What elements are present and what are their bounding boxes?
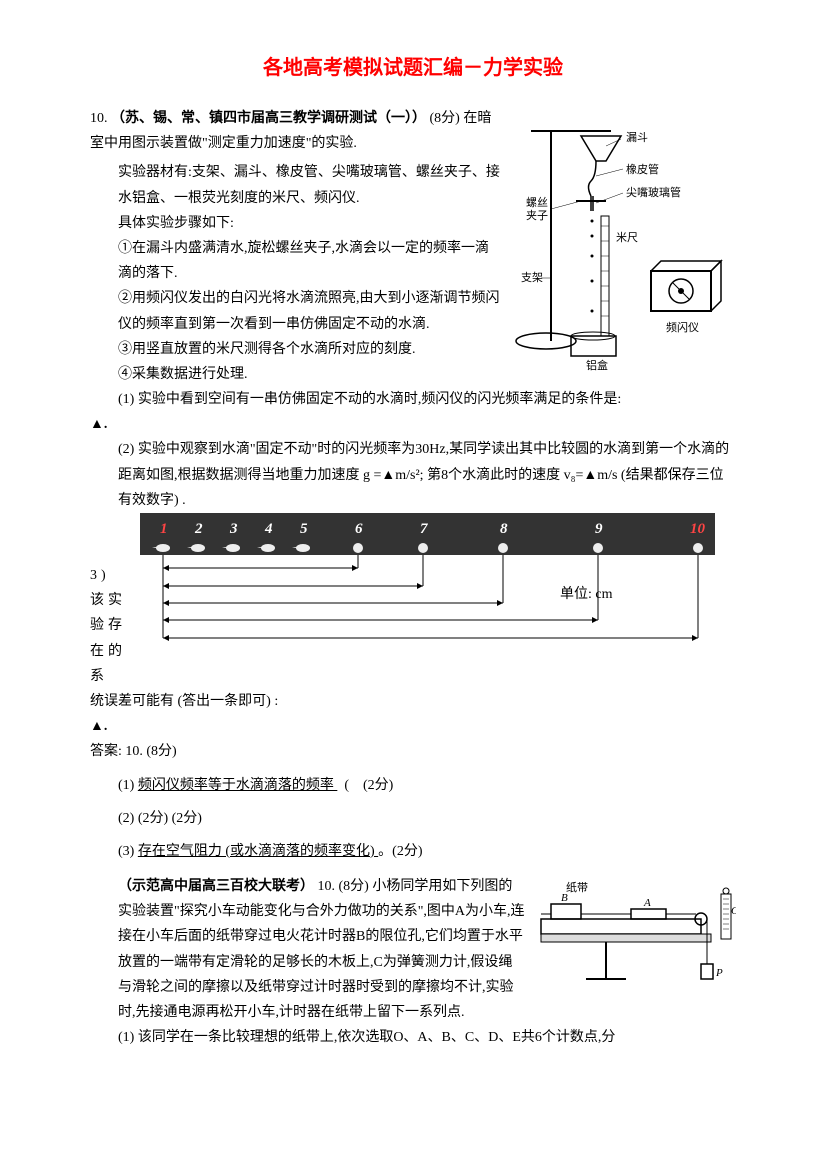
answer-1: (1) 频闪仪频率等于水滴滴落的频率 ( (2分) [90,773,736,798]
diagram-section: 3) 该实验存在的系 1 2 3 4 5 6 7 8 9 10 [90,513,736,689]
svg-text:米尺: 米尺 [616,231,638,244]
svg-text:1: 1 [160,521,168,537]
drops-diagram: 1 2 3 4 5 6 7 8 9 10 [130,513,736,652]
svg-text:8: 8 [500,521,508,537]
svg-text:10: 10 [690,521,706,537]
page-title: 各地高考模拟试题汇编－力学实验 [90,50,736,86]
blank-3: ▲. [90,714,736,739]
ans1-underline: 频闪仪频率等于水滴滴落的频率 [138,778,338,793]
svg-text:单位: cm: 单位: cm [560,586,613,602]
svg-text:漏斗: 漏斗 [626,131,648,144]
sub3-side-text: 3) 该实验存在的系 [90,513,130,689]
sub-question-2: (2) 实验中观察到水滴"固定不动"时的闪光频率为30Hz,某同学读出其中比较圆… [90,437,736,513]
svg-text:9: 9 [595,521,603,537]
svg-text:6: 6 [355,521,363,537]
sub3-remaining: 统误差可能有 (答出一条即可) : [90,689,736,714]
ans3-underline: 存在空气阻力 (或水滴滴落的频率变化) [138,844,378,859]
svg-text:橡皮管: 橡皮管 [626,162,659,176]
svg-text:2: 2 [194,521,203,537]
answer-label: 答案: 10. (8分) [90,739,736,764]
svg-text:频闪仪: 频闪仪 [666,320,699,334]
q10-number: 10. [90,111,108,126]
svg-text:5: 5 [300,521,308,537]
q-next-num: 10. (8分) [318,879,369,894]
q10-points: (8分) [430,111,460,126]
svg-text:支架: 支架 [521,271,543,284]
svg-text:4: 4 [264,521,273,537]
q-next-text: 小杨同学用如下列图的实验装置"探究小车动能变化与合外力做功的关系",图中A为小车… [118,879,525,1020]
sub-question-1: (1) 实验中看到空间有一串仿佛固定不动的水滴时,频闪仪的闪光频率满足的条件是: [90,387,736,412]
svg-text:纸带: 纸带 [566,881,588,894]
blank-1: ▲. [90,412,736,437]
answer-3: (3) 存在空气阻力 (或水滴滴落的频率变化) 。(2分) [90,839,736,864]
answer-2: (2) (2分) (2分) [90,806,736,831]
svg-text:3: 3 [229,521,238,537]
materials-label: 实验器材有: [118,165,192,180]
apparatus-figure: 漏斗 橡皮管 尖嘴玻璃管 螺丝 夹子 米尺 支架 [511,111,736,371]
svg-text:P: P [715,967,723,979]
q-next-sub1: (1) 该同学在一条比较理想的纸带上,依次选取O、A、B、C、D、E共6个计数点… [90,1025,736,1050]
svg-text:夹子: 夹子 [526,209,548,222]
svg-text:C: C [731,905,736,917]
svg-text:A: A [643,897,651,909]
q-next-source: （示范高中届高三百校大联考） [118,879,314,894]
svg-text:螺丝: 螺丝 [526,196,548,209]
q10-source: （苏、锡、常、镇四市届高三教学调研测试（一）） [111,111,426,126]
svg-text:铝盒: 铝盒 [586,358,608,371]
svg-text:7: 7 [420,521,428,537]
pulley-figure: 纸带 B A P C [536,879,736,989]
svg-text:尖嘴玻璃管: 尖嘴玻璃管 [626,185,681,199]
svg-text:B: B [561,892,568,904]
